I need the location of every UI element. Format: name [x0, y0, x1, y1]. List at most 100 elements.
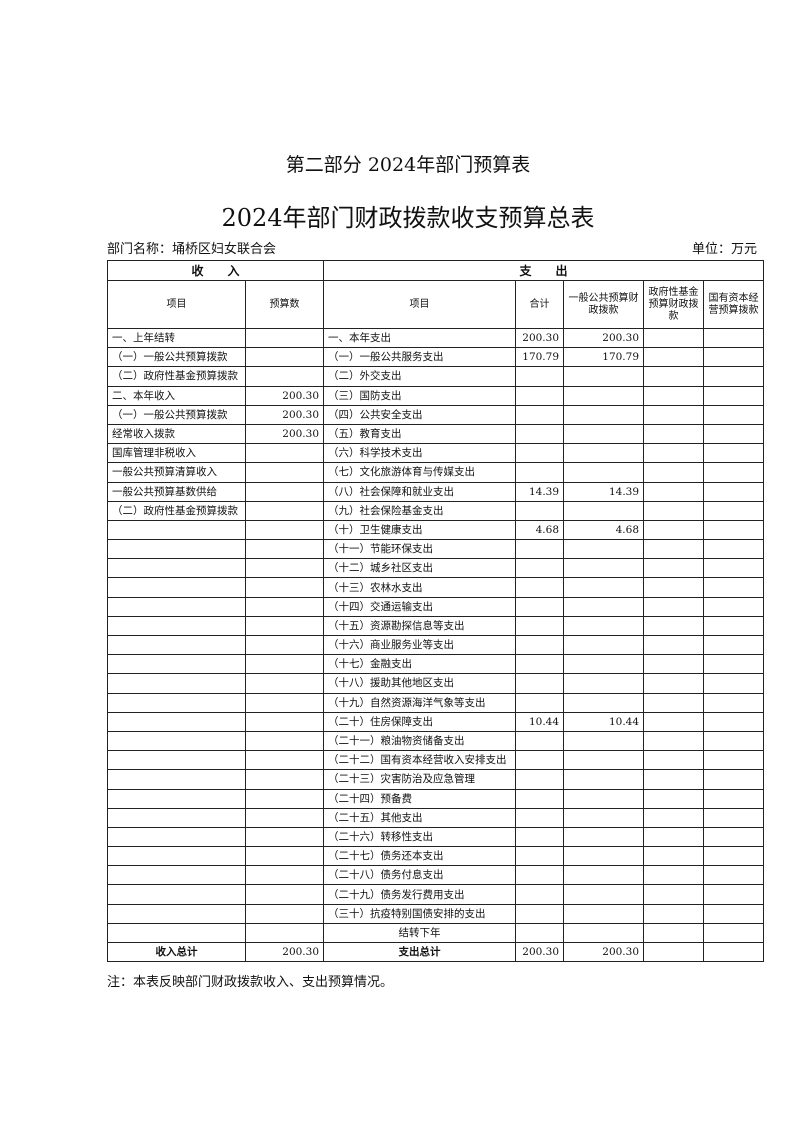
- table-row: （二十四）预备费: [107, 788, 765, 809]
- table-cell: 200.30: [244, 941, 325, 963]
- table-cell: [703, 865, 765, 886]
- table-cell: [563, 385, 645, 406]
- table-cell: [563, 462, 645, 483]
- table-cell: （二十九）债务发行费用支出: [323, 884, 517, 905]
- table-cell: [703, 692, 765, 713]
- table-cell: [107, 922, 246, 944]
- table-cell: （三十）抗疫特别国债安排的支出: [323, 903, 517, 924]
- table-cell: [643, 654, 705, 675]
- table-cell: [703, 500, 765, 521]
- note: 注：本表反映部门财政拨款收入、支出预算情况。: [107, 975, 394, 990]
- table-row: （二）政府性基金预算拨款 （九）社会保险基金支出: [107, 500, 765, 521]
- table-cell: 200.30: [515, 327, 565, 349]
- table-cell: [563, 539, 645, 560]
- table-cell: [703, 807, 765, 828]
- table-cell: [515, 846, 565, 867]
- table-cell: [563, 615, 645, 637]
- table-cell: [515, 769, 565, 790]
- table-cell: 200.30: [244, 385, 325, 406]
- table-cell: [703, 903, 765, 924]
- table-cell: [244, 692, 325, 713]
- table-cell: [515, 385, 565, 406]
- table-cell: [703, 750, 765, 771]
- table-cell: [703, 711, 765, 732]
- table-cell: [107, 596, 246, 617]
- table-cell: [563, 654, 645, 675]
- table-cell: [107, 615, 246, 637]
- table-cell: 一般公共预算清算收入: [107, 462, 246, 483]
- table-cell: [515, 577, 565, 598]
- table-cell: [703, 673, 765, 694]
- table-cell: 4.68: [563, 519, 645, 541]
- table-cell: [515, 634, 565, 656]
- table-cell: [643, 769, 705, 790]
- table-cell: [563, 558, 645, 579]
- table-cell: [244, 807, 325, 828]
- table-cell: [563, 769, 645, 790]
- table-cell: （一）一般公共预算拨款: [107, 404, 246, 425]
- table-cell: [107, 539, 246, 560]
- table-cell: [515, 615, 565, 637]
- table-cell: [107, 750, 246, 771]
- table-cell: 200.30: [563, 327, 645, 349]
- table-cell: [107, 558, 246, 579]
- table-cell: 200.30: [244, 423, 325, 445]
- table-cell: [643, 634, 705, 656]
- table-cell: [515, 673, 565, 694]
- part-title: 第二部分 2024年部门预算表: [285, 154, 531, 176]
- table-cell: [107, 654, 246, 675]
- table-cell: [563, 366, 645, 387]
- table-cell: （二十三）灾害防治及应急管理: [323, 769, 517, 790]
- table-cell: [643, 941, 705, 963]
- table-cell: [643, 807, 705, 828]
- table-cell: [703, 615, 765, 637]
- table-cell: [107, 788, 246, 809]
- table-cell: （五）教育支出: [323, 423, 517, 445]
- table-cell: [563, 692, 645, 713]
- table-cell: [244, 634, 325, 656]
- table-cell: （三）国防支出: [323, 385, 517, 406]
- table-cell: （十六）商业服务业等支出: [323, 634, 517, 656]
- table-cell: [244, 347, 325, 368]
- table-row: （十一）节能环保支出: [107, 539, 765, 560]
- table-cell: （十七）金融支出: [323, 654, 517, 675]
- table-cell: [107, 711, 246, 732]
- table-cell: [107, 865, 246, 886]
- table-cell: [563, 577, 645, 598]
- table-cell: [244, 826, 325, 848]
- table-cell: [703, 558, 765, 579]
- group-header: 收 入: [106, 260, 325, 281]
- table-row: 二、本年收入 200.30 （三）国防支出: [107, 385, 765, 406]
- table-cell: [563, 730, 645, 752]
- table-cell: [643, 865, 705, 886]
- table-cell: [643, 539, 705, 560]
- table-row: （十五）资源勘探信息等支出: [107, 615, 765, 637]
- table-row: 收入总计 200.30 支出总计 200.30 200.30: [107, 941, 765, 963]
- table-row: （十九）自然资源海洋气象等支出: [107, 692, 765, 713]
- table-row: （三十）抗疫特别国债安排的支出: [107, 903, 765, 924]
- table-cell: [703, 769, 765, 790]
- table-cell: [244, 922, 325, 944]
- table-cell: [244, 846, 325, 867]
- table-cell: （十八）援助其他地区支出: [323, 673, 517, 694]
- table-cell: [515, 903, 565, 924]
- table-cell: [563, 807, 645, 828]
- table-cell: （二十六）转移性支出: [323, 826, 517, 848]
- table-cell: 结转下年: [323, 922, 517, 944]
- table-cell: [643, 788, 705, 809]
- table-cell: [703, 577, 765, 598]
- unit: 单位：万元: [691, 242, 757, 257]
- table-cell: 200.30: [515, 941, 565, 963]
- column-header: 项目: [323, 280, 517, 329]
- table-cell: [107, 634, 246, 656]
- table-cell: 14.39: [563, 481, 645, 502]
- table-cell: 经常收入拨款: [107, 423, 246, 445]
- table-cell: （十）卫生健康支出: [323, 519, 517, 541]
- table-cell: [643, 596, 705, 617]
- table-cell: [515, 558, 565, 579]
- table-cell: （二）政府性基金预算拨款: [107, 366, 246, 387]
- table-cell: [515, 730, 565, 752]
- table-cell: [643, 730, 705, 752]
- column-header: 预算数: [244, 280, 325, 329]
